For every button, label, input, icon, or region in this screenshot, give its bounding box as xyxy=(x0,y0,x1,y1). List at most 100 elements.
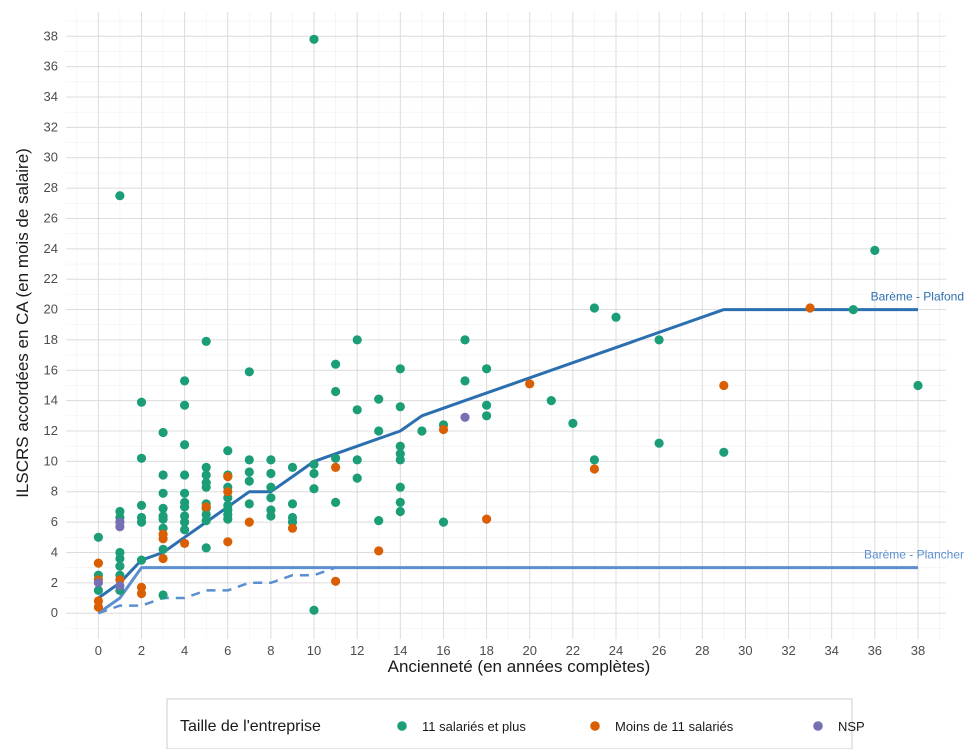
data-points xyxy=(93,34,923,615)
y-tick-label: 34 xyxy=(44,89,58,104)
data-point xyxy=(460,376,470,386)
plot-panel-background xyxy=(66,12,946,639)
x-tick-label: 22 xyxy=(566,643,580,658)
x-tick-label: 36 xyxy=(868,643,882,658)
data-point xyxy=(374,394,384,404)
y-tick-label: 38 xyxy=(44,28,58,43)
y-tick-label: 14 xyxy=(44,393,58,408)
data-point xyxy=(654,438,664,448)
data-point xyxy=(805,303,815,313)
data-point xyxy=(848,305,858,315)
data-point xyxy=(158,534,168,544)
y-tick-label: 0 xyxy=(51,605,58,620)
data-point xyxy=(482,400,492,410)
data-point xyxy=(374,546,384,556)
data-point xyxy=(331,462,341,472)
y-tick-label: 2 xyxy=(51,575,58,590)
data-point xyxy=(525,379,535,389)
data-point xyxy=(352,335,362,345)
data-point xyxy=(589,464,600,474)
data-point xyxy=(395,482,405,492)
data-point xyxy=(266,468,276,479)
data-point xyxy=(136,517,147,527)
y-tick-label: 10 xyxy=(44,453,58,468)
minor-grid xyxy=(66,12,946,639)
bareme-line-2 xyxy=(97,566,918,615)
data-point xyxy=(93,602,103,612)
data-point xyxy=(352,405,362,415)
data-point xyxy=(136,397,147,407)
data-point xyxy=(546,396,556,406)
x-axis-title: Ancienneté (en années complètes) xyxy=(388,657,651,676)
data-point xyxy=(93,532,103,542)
data-point xyxy=(374,426,384,436)
data-point xyxy=(158,514,168,524)
data-point xyxy=(589,455,600,465)
data-point xyxy=(244,467,254,477)
data-point xyxy=(374,516,384,526)
bareme-line-labels: Barème - Plafond Barème - Plancher xyxy=(864,290,964,562)
data-point xyxy=(266,455,276,465)
data-point xyxy=(180,400,190,410)
y-tick-label: 30 xyxy=(44,150,58,165)
bareme-line-label: Barème - Plafond xyxy=(871,290,964,304)
data-point xyxy=(201,516,211,526)
x-tick-label: 38 xyxy=(911,643,925,658)
data-point xyxy=(568,418,578,428)
data-point xyxy=(482,411,492,421)
y-tick-label: 6 xyxy=(51,514,58,529)
data-point xyxy=(136,453,147,463)
x-tick-label: 30 xyxy=(738,643,752,658)
data-point xyxy=(180,538,190,549)
x-axis-ticks: 0 2 4 6 8 10 12 14 16 18 20 22 24 26 28 30 32 34 36 38 xyxy=(95,643,925,658)
legend-title: Taille de l'entreprise xyxy=(180,718,321,735)
data-point xyxy=(309,468,319,479)
data-point xyxy=(115,191,125,201)
data-point xyxy=(180,470,190,480)
y-tick-label: 16 xyxy=(44,362,58,377)
data-point xyxy=(136,588,147,599)
data-point xyxy=(870,245,880,255)
data-point xyxy=(93,585,103,596)
data-point xyxy=(589,303,600,313)
x-tick-label: 8 xyxy=(267,643,274,658)
data-point xyxy=(266,482,276,492)
data-point xyxy=(158,544,168,555)
data-point xyxy=(244,476,254,486)
data-point xyxy=(115,553,125,564)
legend-swatch xyxy=(590,721,600,731)
data-point xyxy=(352,455,362,465)
data-point xyxy=(244,517,254,527)
data-point xyxy=(309,605,319,615)
legend-items: 11 salariés et plus Moins de 11 salariés N… xyxy=(397,719,865,734)
data-point xyxy=(331,359,341,369)
legend-swatch xyxy=(397,721,407,731)
data-point xyxy=(201,482,211,492)
data-point xyxy=(460,335,470,345)
data-point xyxy=(180,525,190,535)
data-point xyxy=(395,364,405,374)
y-tick-label: 20 xyxy=(44,302,58,317)
data-point xyxy=(93,578,103,588)
data-point xyxy=(158,553,168,564)
data-point xyxy=(136,555,147,565)
legend-label: 11 salariés et plus xyxy=(422,719,526,734)
y-tick-label: 24 xyxy=(44,241,58,256)
y-tick-label: 4 xyxy=(51,544,58,559)
bareme-line-label: Barème - Plancher xyxy=(864,548,964,562)
data-point xyxy=(158,488,168,498)
legend-swatch xyxy=(813,721,823,731)
y-tick-label: 26 xyxy=(44,210,58,225)
legend-box xyxy=(166,698,853,749)
y-tick-label: 8 xyxy=(51,484,58,499)
data-point xyxy=(244,499,254,509)
x-tick-label: 4 xyxy=(181,643,188,658)
data-point xyxy=(913,380,923,391)
data-point xyxy=(309,459,319,469)
x-tick-label: 26 xyxy=(652,643,666,658)
data-point xyxy=(223,487,233,497)
data-point xyxy=(180,502,190,512)
data-point xyxy=(115,581,125,591)
data-point xyxy=(331,497,341,507)
data-point xyxy=(719,447,729,457)
